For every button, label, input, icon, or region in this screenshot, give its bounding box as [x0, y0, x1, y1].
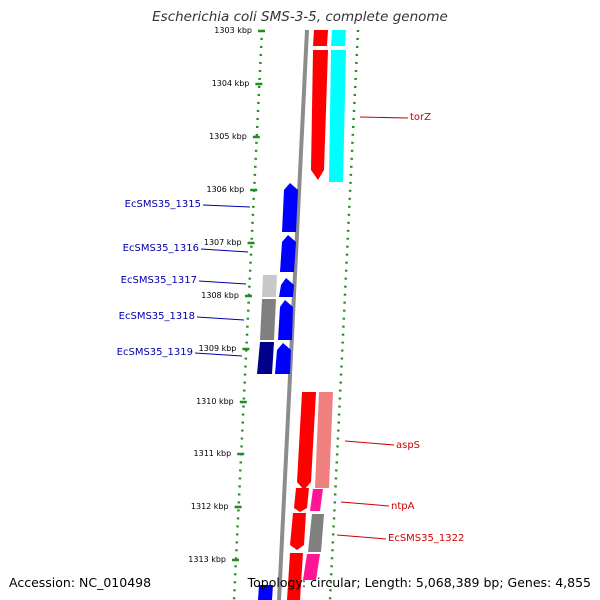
reverse-track-cluster	[257, 183, 298, 600]
tick-label: 1313 kbp	[188, 555, 226, 564]
cyan-feature	[331, 30, 346, 46]
tick-label: 1309 kbp	[199, 344, 237, 353]
gene-label: aspS	[396, 440, 420, 451]
forward-cds-arrow	[297, 392, 316, 490]
gene-label: EcSMS35_1315	[125, 199, 201, 210]
reverse-cds-arrow	[279, 278, 294, 297]
gray-feature	[308, 514, 324, 552]
genome-summary-text: Topology: circular; Length: 5,068,389 bp…	[247, 575, 591, 590]
tick-label: 1310 kbp	[196, 397, 234, 406]
gene-leader-line	[340, 501, 390, 507]
reverse-cds-arrow	[278, 300, 293, 340]
reverse-cds-arrow	[275, 343, 291, 374]
gene-leader-line	[196, 316, 245, 321]
inner-dotted-guide	[232, 29, 264, 600]
gene-label: EcSMS35_1317	[121, 275, 197, 286]
tick-label: 1307 kbp	[204, 238, 242, 247]
magenta-feature	[303, 554, 320, 580]
reverse-cds-arrow	[280, 235, 296, 272]
gene-leader-line	[359, 116, 409, 119]
backbone-line	[277, 29, 309, 600]
tick-label: 1304 kbp	[212, 79, 250, 88]
gene-leader-line	[336, 534, 387, 540]
reverse-cds-arrow	[282, 183, 298, 232]
gene-label: ntpA	[391, 501, 415, 512]
forward-cds-arrow	[311, 50, 328, 180]
gene-label: torZ	[410, 112, 431, 123]
magenta-feature	[310, 489, 323, 511]
reverse-cds-arrow	[258, 585, 273, 600]
cyan-feature	[329, 50, 346, 182]
tick-label: 1303 kbp	[214, 26, 252, 35]
tick-label: 1312 kbp	[191, 502, 229, 511]
forward-cds-arrow	[313, 30, 328, 46]
gene-leader-line	[194, 352, 243, 357]
forward-track-bottom	[287, 392, 333, 600]
forward-cds-light	[315, 392, 333, 488]
gray-feature	[260, 299, 276, 340]
forward-cds-arrow	[294, 488, 309, 512]
gene-label: EcSMS35_1319	[117, 347, 193, 358]
gene-leader-line	[344, 440, 395, 446]
tick-label: 1311 kbp	[194, 449, 232, 458]
tick-layer: 1303 kbp 1304 kbp 1305 kbp 1306 kbp 1307 kbp…	[188, 26, 265, 564]
accession-text: Accession: NC_010498	[9, 575, 152, 590]
gene-label: EcSMS35_1322	[388, 533, 464, 544]
tick-label: 1308 kbp	[201, 291, 239, 300]
genome-title: Escherichia coli SMS-3-5, complete genom…	[152, 9, 448, 25]
gene-leader-line	[202, 204, 251, 208]
gene-label: EcSMS35_1316	[123, 243, 199, 254]
forward-cds-arrow	[287, 553, 303, 600]
forward-track-top	[311, 30, 346, 182]
gray-feature	[257, 342, 274, 374]
gene-leader-line	[198, 280, 247, 285]
forward-cds-arrow	[290, 513, 306, 550]
tick-label: 1305 kbp	[209, 132, 247, 141]
gene-label-layer: torZ EcSMS35_1315 EcSMS35_1316 EcSMS35_1317…	[117, 112, 465, 544]
gene-label: EcSMS35_1318	[119, 311, 195, 322]
gray-feature	[262, 275, 277, 297]
tick-label: 1306 kbp	[206, 185, 244, 194]
gene-leader-line	[200, 248, 249, 253]
